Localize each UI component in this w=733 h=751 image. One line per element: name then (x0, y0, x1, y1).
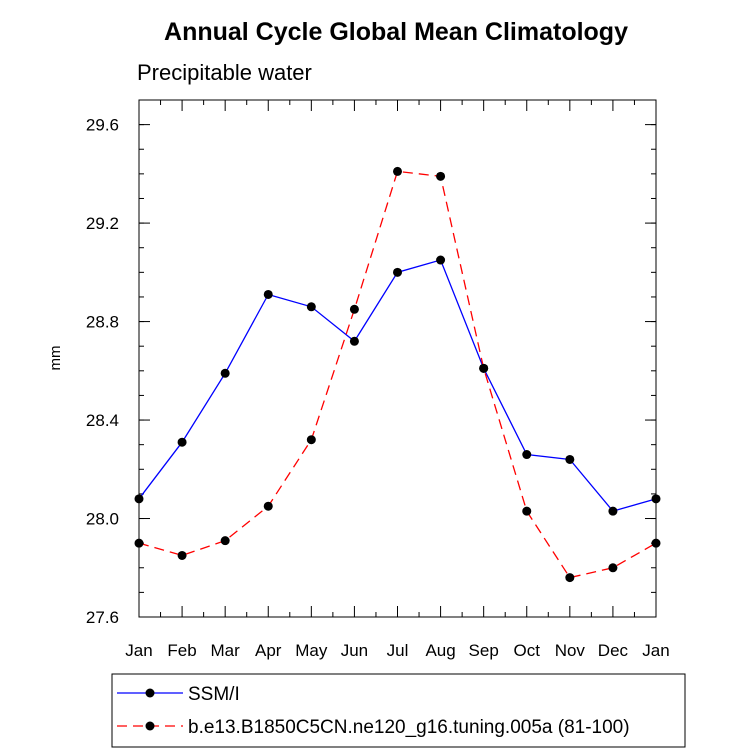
legend-box (111, 673, 686, 748)
data-point-ssmi (565, 454, 575, 464)
x-tick-labels: Jan Feb Mar Apr May Jun Jul Aug Sep Oct Nov Dec Jan (125, 641, 669, 660)
y-tick-label: 29.2 (86, 214, 119, 233)
legend: SSM/I b.e13.B1850C5CN.ne120_g16.tuning.00… (111, 673, 686, 748)
series-line-ssmi (138, 259, 657, 512)
x-tick-label: Jul (387, 641, 409, 660)
y-tick-label: 27.6 (86, 608, 119, 627)
data-point-model (436, 171, 446, 181)
series-line-model (138, 170, 657, 579)
data-point-model (479, 363, 489, 373)
y-tick-label: 28.4 (86, 411, 119, 430)
x-tick-label: Mar (211, 641, 241, 660)
data-point-ssmi (306, 302, 316, 312)
data-point-ssmi (220, 368, 230, 378)
x-tick-label: Jan (642, 641, 669, 660)
y-tick-label: 28.8 (86, 313, 119, 332)
data-point-model (608, 563, 618, 573)
y-axis-label: mm (47, 346, 64, 371)
x-tick-label: Feb (167, 641, 196, 660)
x-tick-label: Sep (469, 641, 499, 660)
legend-marker (145, 721, 155, 731)
data-point-model (565, 573, 575, 583)
data-point-ssmi (177, 437, 187, 447)
plot-frame (138, 99, 657, 618)
data-point-model (220, 536, 230, 546)
x-tick-label: Dec (598, 641, 629, 660)
x-tick-label: Apr (255, 641, 282, 660)
data-point-ssmi (349, 336, 359, 346)
chart-title: Annual Cycle Global Mean Climatology (164, 18, 628, 46)
plot-series (134, 166, 661, 583)
data-point-model (263, 501, 273, 511)
data-point-model (177, 550, 187, 560)
y-tick-label: 29.6 (86, 116, 119, 135)
data-point-model (306, 435, 316, 445)
data-point-model (522, 506, 532, 516)
data-point-model (349, 304, 359, 314)
data-point-ssmi (263, 289, 273, 299)
legend-label: SSM/I (188, 684, 240, 705)
y-tick-labels: 27.6 28.0 28.4 28.8 29.2 29.6 (86, 116, 119, 627)
data-point-ssmi (436, 255, 446, 265)
axis-ticks (138, 99, 657, 618)
x-tick-label: May (295, 641, 328, 660)
y-tick-label: 28.0 (86, 510, 119, 529)
legend-items: SSM/I b.e13.B1850C5CN.ne120_g16.tuning.00… (117, 684, 630, 738)
x-tick-label: Oct (514, 641, 541, 660)
chart-subtitle: Precipitable water (137, 60, 312, 85)
data-point-ssmi (522, 450, 532, 460)
x-tick-label: Nov (555, 641, 586, 660)
data-point-ssmi (608, 506, 618, 516)
x-tick-label: Jan (125, 641, 152, 660)
data-point-model (393, 166, 402, 176)
data-point-ssmi (393, 267, 402, 277)
x-tick-label: Aug (425, 641, 455, 660)
legend-marker (145, 688, 155, 698)
legend-label: b.e13.B1850C5CN.ne120_g16.tuning.005a (8… (188, 717, 630, 738)
x-tick-label: Jun (341, 641, 368, 660)
